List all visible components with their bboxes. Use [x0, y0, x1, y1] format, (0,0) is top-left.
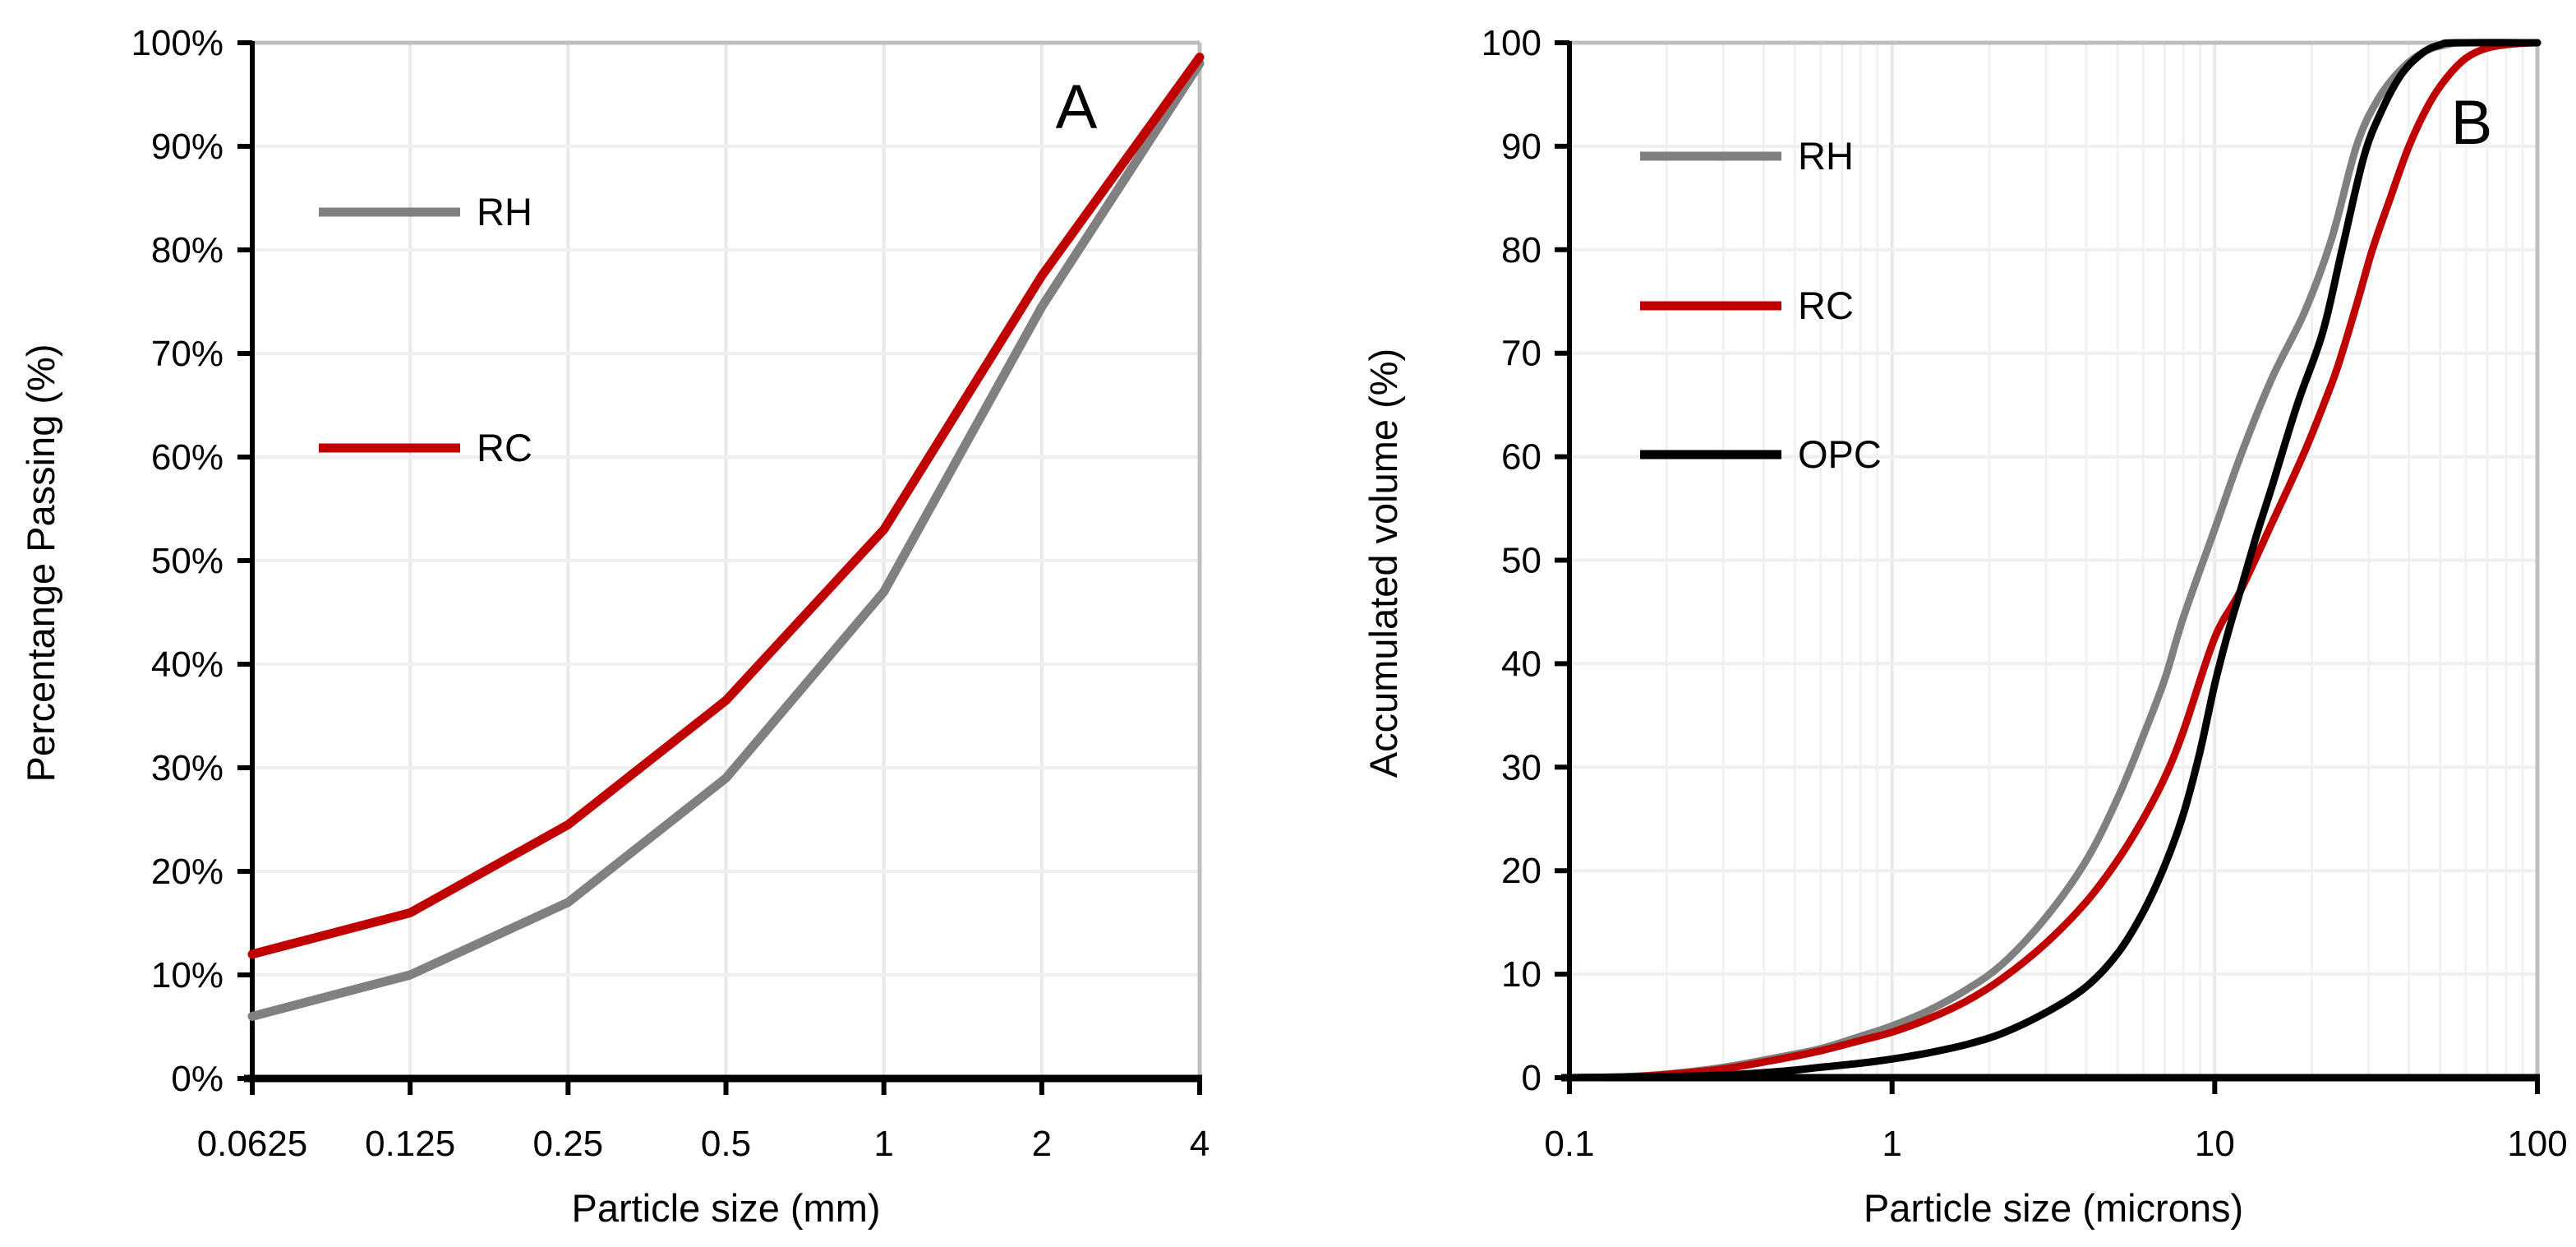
x-tick-label: 2 — [1032, 1124, 1052, 1164]
y-tick-label: 20 — [1501, 851, 1541, 891]
y-tick-label: 80 — [1501, 230, 1541, 270]
y-tick-label: 40 — [1501, 644, 1541, 684]
y-axis-title: Percentange Passing (%) — [19, 344, 62, 783]
y-tick-label: 70% — [151, 334, 223, 374]
y-tick-label: 0 — [1522, 1058, 1541, 1098]
x-tick-label: 10 — [2195, 1124, 2235, 1164]
y-tick-label: 50% — [151, 541, 223, 581]
y-axis-title: Accumulated volume (%) — [1362, 349, 1405, 778]
x-axis-title: Particle size (microns) — [1864, 1186, 2243, 1230]
y-tick-label: 30 — [1501, 747, 1541, 787]
x-tick-label: 0.125 — [365, 1124, 455, 1164]
y-tick-label: 50 — [1501, 541, 1541, 581]
x-tick-label: 100 — [2507, 1124, 2567, 1164]
y-tick-label: 90 — [1501, 127, 1541, 167]
y-tick-label: 60% — [151, 437, 223, 478]
y-tick-label: 10% — [151, 955, 223, 995]
legend-opc-label: OPC — [1798, 432, 1882, 476]
panel-letter: A — [1056, 72, 1098, 142]
x-tick-label: 4 — [1190, 1124, 1210, 1164]
y-tick-label: 40% — [151, 644, 223, 685]
x-tick-label: 0.1 — [1544, 1124, 1594, 1164]
series-rc-curve — [247, 53, 1205, 959]
x-tick-label: 0.25 — [533, 1124, 604, 1164]
y-tick-label: 90% — [151, 127, 223, 167]
series-rc-curve — [1565, 39, 2541, 1082]
x-tick-label: 1 — [873, 1124, 893, 1164]
y-tick-label: 80% — [151, 230, 223, 270]
y-tick-label: 100 — [1482, 23, 1541, 63]
x-tick-label: 0.5 — [701, 1124, 751, 1164]
legend-rh-label: RH — [1798, 134, 1854, 178]
series-rh-curve — [247, 58, 1205, 1021]
legend-rc-label: RC — [1798, 284, 1854, 327]
particle-size-mm-chart: 0.0625 0.125 0.25 0.5 1 2 40%10%20%30%40%50%60… — [19, 23, 1210, 1230]
y-tick-label: 100% — [131, 23, 223, 63]
y-tick-label: 30% — [151, 748, 223, 788]
y-tick-label: 20% — [151, 852, 223, 892]
x-axis-title: Particle size (mm) — [571, 1186, 880, 1230]
y-tick-label: 60 — [1501, 437, 1541, 478]
legend-rh-label: RH — [477, 190, 532, 233]
y-tick-label: 10 — [1501, 954, 1541, 995]
panel-b-psd-chart: 0.1 1 10 100 0 10 20 30 40 50 60 70 80 90 100 Particle … — [1288, 0, 2576, 1247]
legend-rc-label: RC — [477, 426, 532, 469]
panel-a-grading-chart: 0.0625 0.125 0.25 0.5 1 2 4 0% 10% 20% 30% 40% 50% 60… — [19, 23, 1210, 1230]
y-tick-label: 0% — [171, 1059, 223, 1099]
x-tick-label: 0.0625 — [197, 1124, 308, 1164]
panel-letter: B — [2451, 88, 2493, 158]
y-tick-label: 70 — [1501, 334, 1541, 374]
x-tick-label: 1 — [1882, 1124, 1901, 1164]
particle-size-microns-chart: 0.1 1 10 100 0 10 20 30 40 50 60 70 80 90 100 Particle … — [1362, 23, 2568, 1230]
series-opc-curve — [1565, 39, 2541, 1082]
